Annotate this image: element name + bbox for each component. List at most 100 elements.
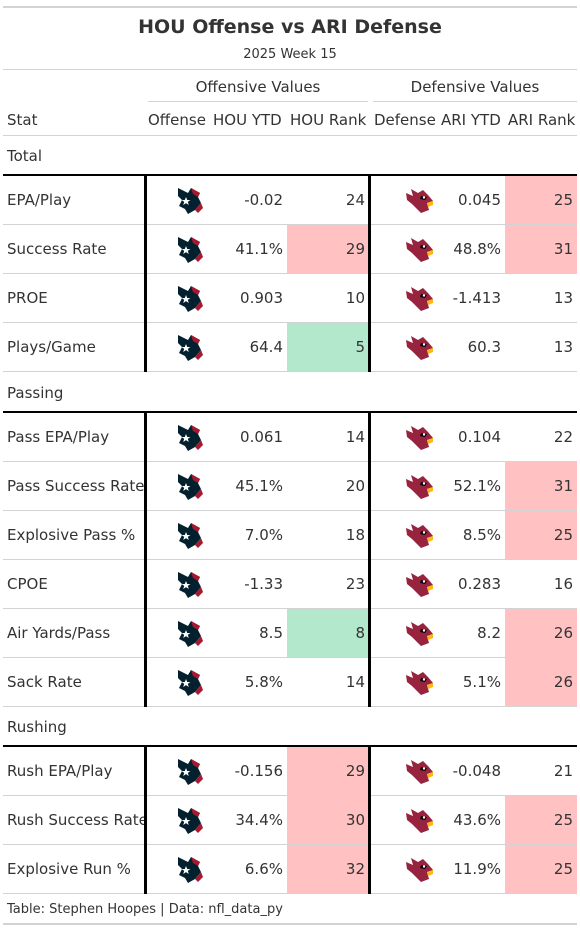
ari-rank-value: 31	[553, 240, 573, 258]
row-divider	[3, 559, 577, 560]
column-separator	[368, 413, 371, 707]
texans-logo-icon	[173, 804, 205, 836]
texans-logo-icon	[173, 853, 205, 885]
rank-highlight-bad	[505, 176, 577, 224]
rank-highlight-bad	[505, 462, 577, 510]
ari-rank-value: 25	[553, 811, 573, 829]
ari-rank-value: 31	[553, 477, 573, 495]
header-divider	[3, 69, 577, 70]
hou-rank-value: 23	[345, 575, 365, 593]
hou-rank-value: 29	[345, 240, 365, 258]
hou-rank-value: 10	[345, 289, 365, 307]
stat-label: Air Yards/Pass	[7, 624, 111, 642]
ari-ytd-value: 0.104	[458, 428, 501, 446]
col-header-stat: Stat	[7, 111, 38, 129]
group-label-total: Total	[7, 147, 43, 165]
cardinals-logo-icon	[403, 233, 435, 265]
ari-rank-value: 13	[553, 289, 573, 307]
column-separator	[144, 176, 147, 372]
row-divider	[3, 224, 577, 225]
rank-highlight-bad	[505, 796, 577, 844]
texans-logo-icon	[173, 470, 205, 502]
ari-ytd-value: -1.413	[452, 289, 501, 307]
hou-rank-value: 18	[345, 526, 365, 544]
ari-rank-value: 22	[553, 428, 573, 446]
stat-label: Plays/Game	[7, 338, 96, 356]
column-separator	[144, 747, 147, 894]
col-header-defense: Defense	[374, 111, 436, 129]
row-divider	[3, 795, 577, 796]
stat-label: CPOE	[7, 575, 48, 593]
ari-rank-value: 16	[553, 575, 573, 593]
ari-ytd-value: 43.6%	[453, 811, 501, 829]
hou-ytd-value: 7.0%	[244, 526, 283, 544]
hou-rank-value: 5	[355, 338, 365, 356]
spanner-offensive-values: Offensive Values	[195, 78, 321, 96]
rank-highlight-bad	[287, 845, 368, 893]
stat-label: Success Rate	[7, 240, 107, 258]
row-divider	[3, 893, 577, 894]
cardinals-logo-icon	[403, 421, 435, 453]
ari-rank-value: 26	[553, 624, 573, 642]
table-title: HOU Offense vs ARI Defense	[138, 16, 442, 38]
row-divider	[3, 510, 577, 511]
col-header-ari-rank: ARI Rank	[508, 111, 576, 129]
col-header-ari-ytd: ARI YTD	[441, 111, 501, 129]
cardinals-logo-icon	[403, 804, 435, 836]
hou-ytd-value: 64.4	[249, 338, 283, 356]
stat-label: PROE	[7, 289, 48, 307]
hou-rank-value: 14	[345, 673, 365, 691]
rank-highlight-bad	[287, 747, 368, 795]
hou-ytd-value: 8.5	[259, 624, 283, 642]
texans-logo-icon	[173, 331, 205, 363]
hou-rank-value: 20	[345, 477, 365, 495]
row-divider	[3, 461, 577, 462]
stat-label: Sack Rate	[7, 673, 82, 691]
ari-rank-value: 25	[553, 860, 573, 878]
hou-ytd-value: 41.1%	[235, 240, 283, 258]
ari-ytd-value: 0.283	[458, 575, 501, 593]
ari-ytd-value: 52.1%	[453, 477, 501, 495]
cardinals-logo-icon	[403, 568, 435, 600]
texans-logo-icon	[173, 617, 205, 649]
texans-logo-icon	[173, 184, 205, 216]
column-separator	[368, 747, 371, 894]
stat-label: EPA/Play	[7, 191, 72, 209]
stat-label: Explosive Pass %	[7, 526, 136, 544]
ari-ytd-value: -0.048	[452, 762, 501, 780]
hou-ytd-value: 45.1%	[235, 477, 283, 495]
rank-highlight-good	[287, 609, 368, 657]
rank-highlight-good	[287, 323, 368, 371]
table-subtitle: 2025 Week 15	[243, 47, 337, 62]
rank-highlight-bad	[287, 796, 368, 844]
cardinals-logo-icon	[403, 617, 435, 649]
row-divider	[3, 706, 577, 707]
hou-rank-value: 29	[345, 762, 365, 780]
col-header-hou-ytd: HOU YTD	[213, 111, 282, 129]
ari-rank-value: 21	[553, 762, 573, 780]
hou-rank-value: 30	[345, 811, 365, 829]
column-header-divider	[3, 135, 577, 136]
row-divider	[3, 322, 577, 323]
rank-highlight-bad	[505, 658, 577, 706]
hou-ytd-value: 5.8%	[244, 673, 283, 691]
ari-ytd-value: 8.5%	[462, 526, 501, 544]
row-divider	[3, 844, 577, 845]
col-header-offense: Offense	[148, 111, 206, 129]
texans-logo-icon	[173, 421, 205, 453]
texans-logo-icon	[173, 282, 205, 314]
hou-ytd-value: 34.4%	[235, 811, 283, 829]
stat-label: Rush Success Rate	[7, 811, 148, 829]
texans-logo-icon	[173, 666, 205, 698]
ari-ytd-value: 0.045	[458, 191, 501, 209]
row-divider	[3, 657, 577, 658]
group-divider	[3, 411, 577, 413]
row-divider	[3, 273, 577, 274]
cardinals-logo-icon	[403, 853, 435, 885]
hou-rank-value: 24	[345, 191, 365, 209]
cardinals-logo-icon	[403, 519, 435, 551]
texans-logo-icon	[173, 568, 205, 600]
ari-rank-value: 25	[553, 526, 573, 544]
spanner-defensive-underline	[373, 101, 577, 102]
rank-highlight-bad	[505, 845, 577, 893]
